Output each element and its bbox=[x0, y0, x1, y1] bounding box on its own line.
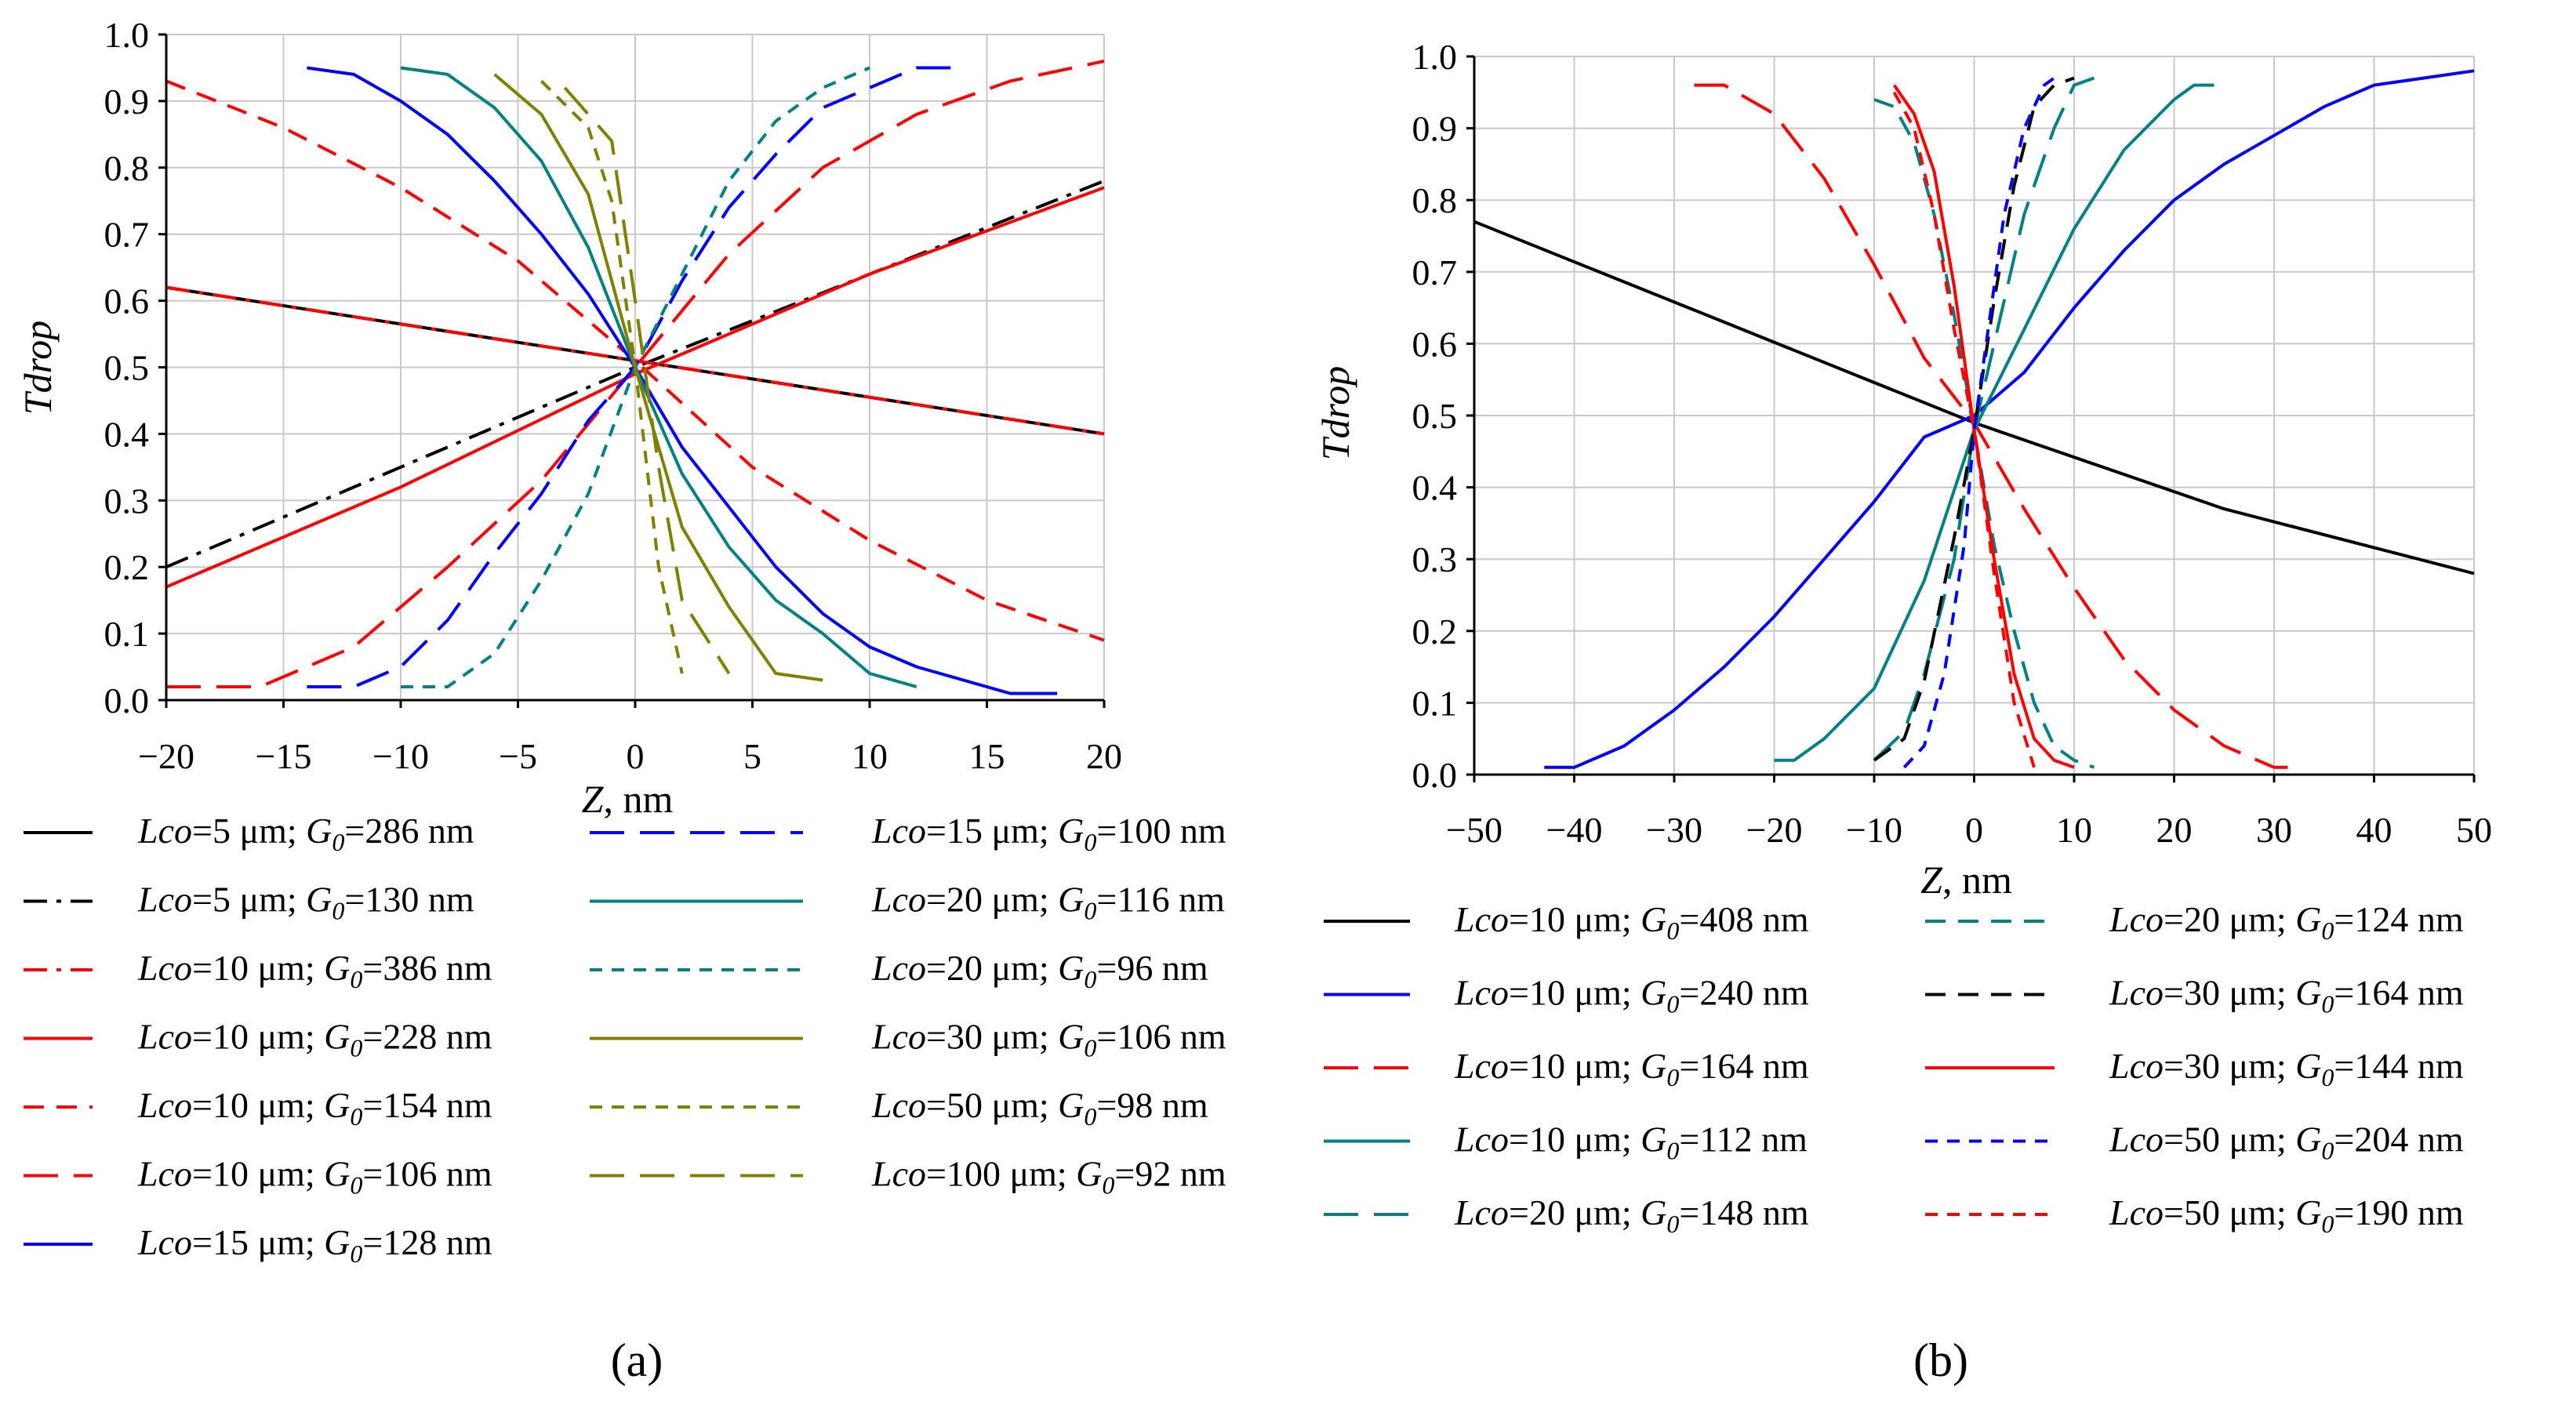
y-tick-label: 0.1 bbox=[104, 614, 150, 654]
y-tick-label: 1.0 bbox=[1412, 37, 1458, 77]
y-tick-label: 0.8 bbox=[1412, 180, 1458, 220]
y-tick-label: 0.7 bbox=[104, 215, 150, 255]
x-tick-label: 20 bbox=[1086, 736, 1122, 776]
y-tick-label: 0.3 bbox=[104, 481, 150, 521]
x-tick-label: 0 bbox=[627, 736, 645, 776]
legend-entry-12: Lco=50 μm; G0=98 nm bbox=[871, 1085, 1208, 1131]
series-line-10 bbox=[1892, 91, 2036, 768]
y-tick-label: 0.6 bbox=[1412, 324, 1458, 364]
legend-entry-6: Lco=10 μm; G0=106 nm bbox=[137, 1154, 492, 1200]
x-tick-label: 5 bbox=[743, 736, 761, 776]
x-tick-label: 15 bbox=[969, 736, 1005, 776]
y-tick-label: 0.0 bbox=[104, 681, 150, 721]
legend-entry-10: Lco=50 μm; G0=190 nm bbox=[2109, 1192, 2464, 1238]
x-tick-label: 10 bbox=[2056, 810, 2092, 850]
legend-entry-9: Lco=50 μm; G0=204 nm bbox=[2109, 1120, 2464, 1165]
y-tick-label: 0.8 bbox=[104, 148, 150, 188]
series-line-4 bbox=[1774, 83, 2214, 762]
series-line-7 bbox=[1873, 76, 2075, 762]
x-tick-label: −10 bbox=[372, 736, 429, 776]
series-line-8 bbox=[1892, 84, 2075, 769]
panel-label-a: (a) bbox=[611, 1334, 663, 1386]
x-tick-label: 30 bbox=[2256, 810, 2292, 850]
series-line-13 bbox=[563, 86, 731, 675]
x-tick-label: −40 bbox=[1546, 810, 1603, 850]
x-tick-label: −30 bbox=[1646, 810, 1702, 850]
series-line-9 bbox=[400, 66, 917, 688]
x-axis-label: Z, nm bbox=[582, 777, 674, 821]
y-tick-label: 0.2 bbox=[104, 547, 150, 587]
legend-entry-4: Lco=10 μm; G0=112 nm bbox=[1454, 1120, 1808, 1165]
chart-panel-a: 0.0 0.1 0.2 0.3 0.4 0.5 0.6 0.7 0.8 0.9 1.0 −20 −15 −… bbox=[16, 15, 1226, 1268]
legend-entry-3: Lco=10 μm; G0=386 nm bbox=[137, 948, 492, 993]
y-tick-label: 0.1 bbox=[1412, 683, 1458, 723]
series-line-5 bbox=[165, 79, 1105, 642]
legend-entry-2: Lco=10 μm; G0=240 nm bbox=[1454, 973, 1809, 1018]
y-axis-label: Tdrop bbox=[1313, 366, 1357, 460]
x-tick-label: 20 bbox=[2156, 810, 2193, 850]
series-line-11 bbox=[493, 73, 823, 682]
legend-entry-2: Lco=5 μm; G0=130 nm bbox=[137, 880, 474, 925]
x-tick-label: 50 bbox=[2456, 810, 2492, 850]
legend-entry-4: Lco=10 μm; G0=228 nm bbox=[137, 1017, 492, 1062]
legend-entry-7: Lco=30 μm; G0=164 nm bbox=[2109, 973, 2464, 1018]
series-line-3 bbox=[1694, 83, 2294, 769]
legend-entry-7: Lco=15 μm; G0=128 nm bbox=[137, 1222, 492, 1268]
y-tick-label: 0.3 bbox=[1412, 539, 1458, 579]
y-tick-label: 0.4 bbox=[104, 414, 150, 454]
legend-entry-10: Lco=20 μm; G0=96 nm bbox=[871, 948, 1208, 993]
series-line-6 bbox=[166, 60, 1105, 688]
y-axis-label: Tdrop bbox=[16, 321, 60, 415]
y-tick-label: 0.0 bbox=[1412, 755, 1458, 795]
series-line-3 bbox=[165, 285, 1105, 436]
series-line-5 bbox=[1873, 76, 2095, 762]
chart-panel-b: 0.0 0.1 0.2 0.3 0.4 0.5 0.6 0.7 0.8 0.9 1.0 −50 −40 −… bbox=[1313, 37, 2492, 1238]
x-tick-label: −15 bbox=[256, 736, 312, 776]
y-tick-label: 0.2 bbox=[1412, 612, 1458, 652]
y-tick-label: 0.6 bbox=[104, 281, 150, 321]
x-axis-label: Z, nm bbox=[1920, 858, 2012, 902]
legend-entry-8: Lco=30 μm; G0=144 nm bbox=[2109, 1046, 2464, 1091]
x-tick-label: −50 bbox=[1446, 810, 1502, 850]
series-line-9 bbox=[1902, 76, 2055, 769]
legend-entry-6: Lco=20 μm; G0=124 nm bbox=[2109, 899, 2464, 945]
x-tick-label: −10 bbox=[1846, 810, 1902, 850]
legend-entry-5: Lco=10 μm; G0=154 nm bbox=[137, 1085, 492, 1131]
y-tick-label: 0.7 bbox=[1412, 252, 1458, 292]
legend-entry-9: Lco=20 μm; G0=116 nm bbox=[871, 880, 1225, 925]
legend-entry-5: Lco=20 μm; G0=148 nm bbox=[1454, 1192, 1809, 1238]
y-tick-label: 0.5 bbox=[1412, 396, 1458, 436]
series-line-7 bbox=[307, 66, 1058, 695]
x-tick-label: 0 bbox=[1965, 810, 1983, 850]
y-tick-label: 0.9 bbox=[1412, 109, 1458, 149]
legend-entry-1: Lco=5 μm; G0=286 nm bbox=[137, 811, 474, 856]
y-tick-label: 0.5 bbox=[104, 348, 150, 388]
legend-entry-1: Lco=10 μm; G0=408 nm bbox=[1454, 899, 1809, 945]
y-tick-label: 0.4 bbox=[1412, 468, 1458, 508]
x-tick-label: −5 bbox=[499, 736, 537, 776]
series-line-12 bbox=[540, 79, 684, 674]
series-line-2 bbox=[1544, 69, 2475, 769]
x-tick-label: −20 bbox=[1746, 810, 1803, 850]
legend-entry-11: Lco=30 μm; G0=106 nm bbox=[871, 1017, 1226, 1062]
legend-entry-13: Lco=100 μm; G0=92 nm bbox=[871, 1154, 1226, 1200]
panel-label-b: (b) bbox=[1913, 1334, 1968, 1386]
legend-entry-8: Lco=15 μm; G0=100 nm bbox=[871, 811, 1226, 856]
x-tick-label: 10 bbox=[852, 736, 888, 776]
x-tick-label: 40 bbox=[2356, 810, 2393, 850]
y-tick-label: 1.0 bbox=[104, 15, 150, 55]
y-tick-label: 0.9 bbox=[104, 82, 150, 122]
x-tick-label: −20 bbox=[138, 736, 194, 776]
legend-entry-3: Lco=10 μm; G0=164 nm bbox=[1454, 1046, 1809, 1091]
